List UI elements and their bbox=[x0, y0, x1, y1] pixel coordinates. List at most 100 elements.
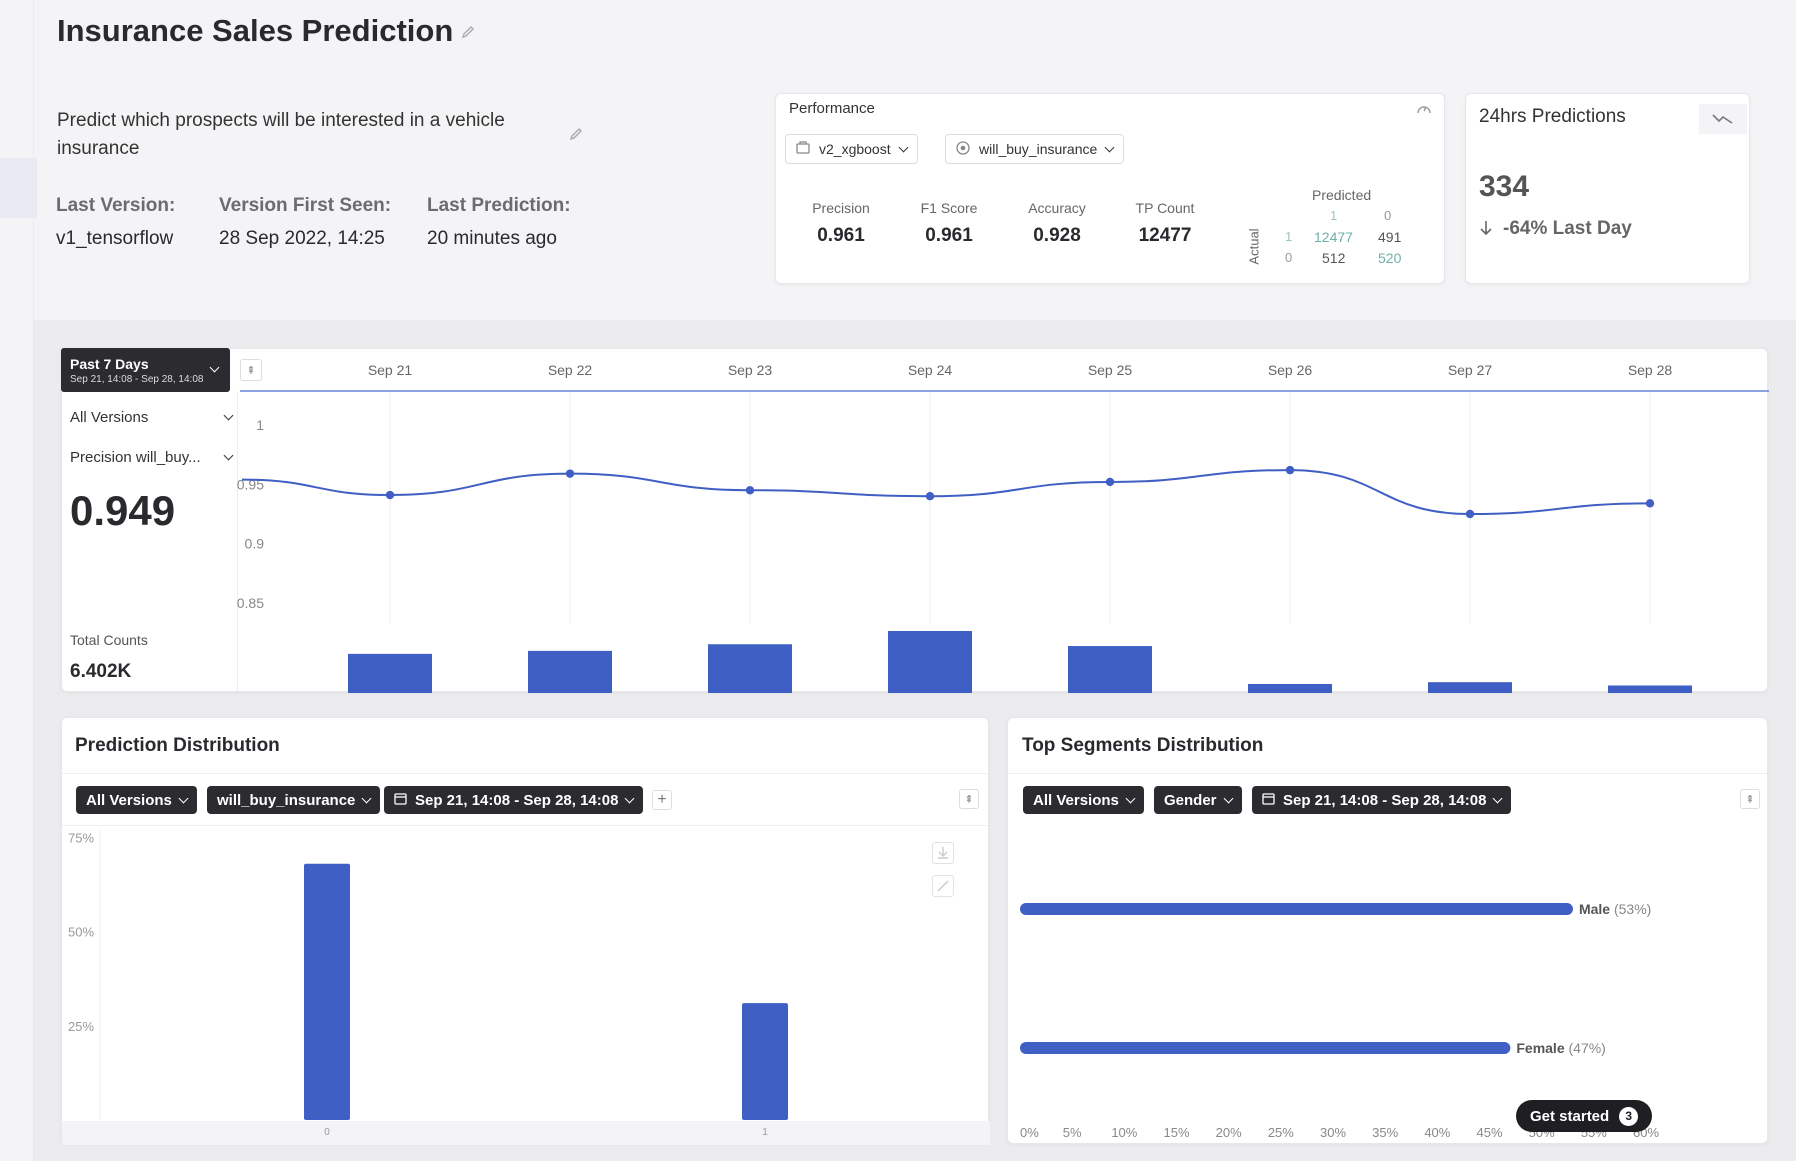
matrix-cell: 512 bbox=[1322, 250, 1346, 266]
target-select[interactable]: will_buy_insurance bbox=[945, 134, 1125, 164]
line-point bbox=[1465, 509, 1475, 519]
download-icon[interactable] bbox=[932, 842, 954, 864]
count-bar bbox=[1248, 683, 1332, 693]
get-started-label: Get started bbox=[1530, 1107, 1610, 1125]
matrix-cell: 491 bbox=[1378, 229, 1402, 245]
segment-bar bbox=[1020, 903, 1573, 915]
x-tick-label: Sep 26 bbox=[1268, 362, 1313, 378]
x-tick-label: Sep 25 bbox=[1088, 362, 1133, 378]
x-tick-label: Sep 21 bbox=[368, 362, 413, 378]
y-tick-label: 50% bbox=[68, 925, 94, 940]
count-bar bbox=[1428, 682, 1512, 693]
versions-select[interactable]: All Versions bbox=[70, 403, 234, 431]
line-point bbox=[565, 469, 575, 478]
matrix-cell: 520 bbox=[1378, 250, 1402, 266]
line-point bbox=[925, 492, 935, 501]
total-counts-value: 6.402K bbox=[70, 661, 132, 682]
pin-icon[interactable]: ⇞ bbox=[959, 789, 979, 809]
meta-label: Version First Seen: bbox=[219, 195, 392, 216]
card-divider bbox=[62, 773, 988, 774]
performance-title: Performance bbox=[789, 100, 875, 117]
count-bar bbox=[528, 650, 612, 693]
timeline-chart: Sep 21 Sep 22 Sep 23 Sep 24 Sep 25 Sep 26 Sep … bbox=[237, 362, 1769, 693]
metric-select-label: Precision will_buy... bbox=[70, 448, 201, 466]
versions-select-label: All Versions bbox=[70, 408, 149, 426]
segment-label: Male (53%) bbox=[1579, 901, 1651, 917]
metric-label: Accuracy bbox=[1028, 200, 1086, 216]
meta-last-prediction: Last Prediction: 20 minutes ago bbox=[427, 195, 571, 250]
y-tick-label: 25% bbox=[68, 1019, 94, 1034]
count-bar bbox=[708, 644, 792, 693]
page-description: Predict which prospects will be interest… bbox=[57, 110, 505, 159]
metric-value: 0.961 bbox=[925, 225, 973, 246]
meta-last-version: Last Version: v1_tensorflow bbox=[56, 195, 175, 250]
x-tick-label: 30% bbox=[1320, 1125, 1346, 1140]
timeline-card: Past 7 Days Sep 21, 14:08 - Sep 28, 14:0… bbox=[61, 348, 1769, 693]
x-axis-band bbox=[62, 1121, 990, 1145]
segment-percent: (47%) bbox=[1565, 1040, 1606, 1056]
pd-versions-select[interactable]: All Versions bbox=[76, 786, 197, 814]
line-point bbox=[1285, 465, 1295, 475]
pin-icon[interactable]: ⇞ bbox=[240, 359, 262, 381]
distribution-bar bbox=[742, 1003, 788, 1120]
metric-accuracy: Accuracy 0.928 bbox=[1022, 200, 1092, 247]
predictions-24h-value: 334 bbox=[1479, 170, 1530, 203]
ts-date-select[interactable]: Sep 21, 14:08 - Sep 28, 14:08 bbox=[1252, 786, 1512, 814]
ts-feature-label: Gender bbox=[1164, 791, 1217, 809]
left-column-divider bbox=[237, 391, 238, 691]
x-tick-label: Sep 23 bbox=[728, 362, 773, 378]
trend-icon[interactable] bbox=[1699, 104, 1747, 134]
get-started-button[interactable]: Get started 3 bbox=[1516, 1100, 1653, 1132]
x-tick-label: 15% bbox=[1163, 1125, 1189, 1140]
x-tick-label: 1 bbox=[762, 1127, 768, 1138]
gauge-icon[interactable] bbox=[1416, 102, 1432, 121]
predicted-label: Predicted bbox=[1312, 187, 1372, 203]
card-divider bbox=[1008, 773, 1767, 774]
edit-title-icon[interactable] bbox=[460, 24, 476, 40]
actual-label: Actual bbox=[1246, 228, 1262, 265]
x-tick-label: 45% bbox=[1476, 1125, 1502, 1140]
date-range-button[interactable]: Past 7 Days Sep 21, 14:08 - Sep 28, 14:0… bbox=[61, 348, 230, 392]
x-tick-label: 35% bbox=[1372, 1125, 1398, 1140]
line-point bbox=[1105, 477, 1115, 487]
target-icon bbox=[956, 140, 970, 158]
chevron-down-icon bbox=[1104, 142, 1115, 152]
ts-versions-select[interactable]: All Versions bbox=[1023, 786, 1144, 814]
model-icon bbox=[796, 141, 810, 157]
x-tick-label: 0 bbox=[324, 1127, 330, 1138]
pin-icon[interactable]: ⇞ bbox=[1740, 789, 1760, 809]
total-counts-label: Total Counts bbox=[70, 632, 148, 648]
card-title: Prediction Distribution bbox=[75, 735, 280, 756]
add-filter-button[interactable]: + bbox=[652, 790, 672, 810]
col-header: 1 bbox=[1330, 208, 1338, 223]
col-header: 0 bbox=[1384, 208, 1392, 223]
line-point bbox=[385, 490, 395, 500]
performance-card: Performance v2_xgboost will_buy_insuranc… bbox=[775, 93, 1445, 284]
pd-target-select[interactable]: will_buy_insurance bbox=[207, 786, 381, 814]
chevron-down-icon bbox=[898, 142, 909, 152]
pd-target-label: will_buy_insurance bbox=[217, 791, 356, 809]
expand-icon[interactable] bbox=[932, 875, 954, 897]
x-tick-label: 40% bbox=[1424, 1125, 1450, 1140]
metric-value: 0.928 bbox=[1033, 225, 1081, 246]
segment-bar bbox=[1020, 1042, 1511, 1054]
metric-value: 12477 bbox=[1138, 225, 1192, 246]
y-tick-label: 1 bbox=[256, 417, 264, 433]
predictions-24h-change: -64% Last Day bbox=[1503, 218, 1632, 239]
model-select[interactable]: v2_xgboost bbox=[785, 134, 918, 164]
metric-select[interactable]: Precision will_buy... bbox=[70, 443, 234, 471]
x-tick-label: Sep 22 bbox=[548, 362, 593, 378]
precision-line bbox=[241, 469, 1651, 516]
metric-value: 0.961 bbox=[817, 225, 865, 246]
model-select-label: v2_xgboost bbox=[819, 141, 891, 157]
predictions-24h-title: 24hrs Predictions bbox=[1479, 106, 1626, 127]
left-nav-highlight[interactable] bbox=[0, 158, 37, 218]
meta-first-seen: Version First Seen: 28 Sep 2022, 14:25 bbox=[219, 195, 391, 250]
line-point bbox=[745, 486, 755, 495]
edit-description-icon[interactable] bbox=[568, 126, 584, 142]
distribution-bar bbox=[304, 863, 350, 1120]
pd-date-select[interactable]: Sep 21, 14:08 - Sep 28, 14:08 bbox=[384, 786, 644, 814]
ts-feature-select[interactable]: Gender bbox=[1154, 786, 1242, 814]
x-tick-label: Sep 28 bbox=[1628, 362, 1673, 378]
